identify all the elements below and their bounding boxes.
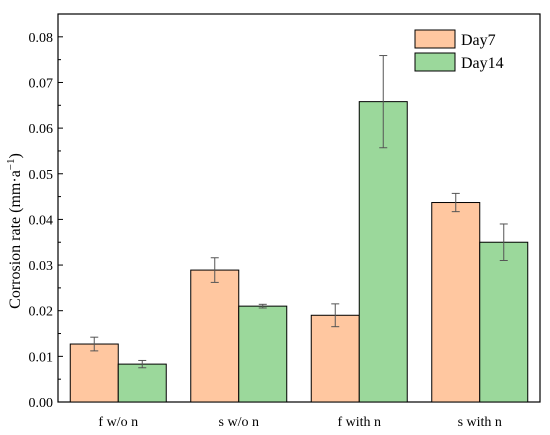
x-tick-label: f w/o n (98, 415, 138, 430)
y-tick-label: 0.05 (29, 168, 54, 183)
legend-label: Day7 (461, 32, 496, 49)
bar (117, 363, 167, 403)
x-tick-label: f with n (337, 415, 381, 430)
y-tick-label: 0.06 (29, 122, 54, 137)
bar (69, 343, 119, 403)
y-tick-label: 0.02 (29, 305, 54, 320)
y-tick-label: 0.08 (29, 31, 54, 46)
bar (238, 305, 288, 403)
bar (190, 269, 240, 403)
x-tick-label: s w/o n (219, 415, 259, 430)
bar (431, 202, 481, 403)
plot-frame (57, 13, 541, 403)
y-axis-title-superscript: −1 (5, 158, 17, 170)
bar (358, 101, 408, 403)
y-axis-title-close: ) (7, 153, 24, 158)
y-axis-title-text: Corrosion rate (mm·a (7, 170, 24, 309)
x-tick-label: s with n (458, 415, 502, 430)
plot-area: 0.00 0.01 0.02 0.03 0.04 0.05 0.06 0.07 0.08 f w/… (29, 13, 541, 430)
bar (479, 241, 529, 403)
legend-label: Day14 (461, 55, 504, 72)
y-tick-label: 0.04 (29, 213, 54, 228)
svg-text:Corrosion rate (mm·a−1): Corrosion rate (mm·a−1) (5, 153, 24, 309)
bar (310, 314, 360, 403)
y-tick-label: 0.03 (29, 259, 54, 274)
y-tick-label: 0.01 (29, 350, 54, 365)
y-tick-label: 0.07 (29, 76, 54, 91)
legend-swatch (414, 52, 456, 72)
legend-swatch (414, 29, 456, 49)
y-tick-label: 0.00 (29, 396, 54, 411)
y-axis-title: Corrosion rate (mm·a−1) (5, 153, 24, 309)
